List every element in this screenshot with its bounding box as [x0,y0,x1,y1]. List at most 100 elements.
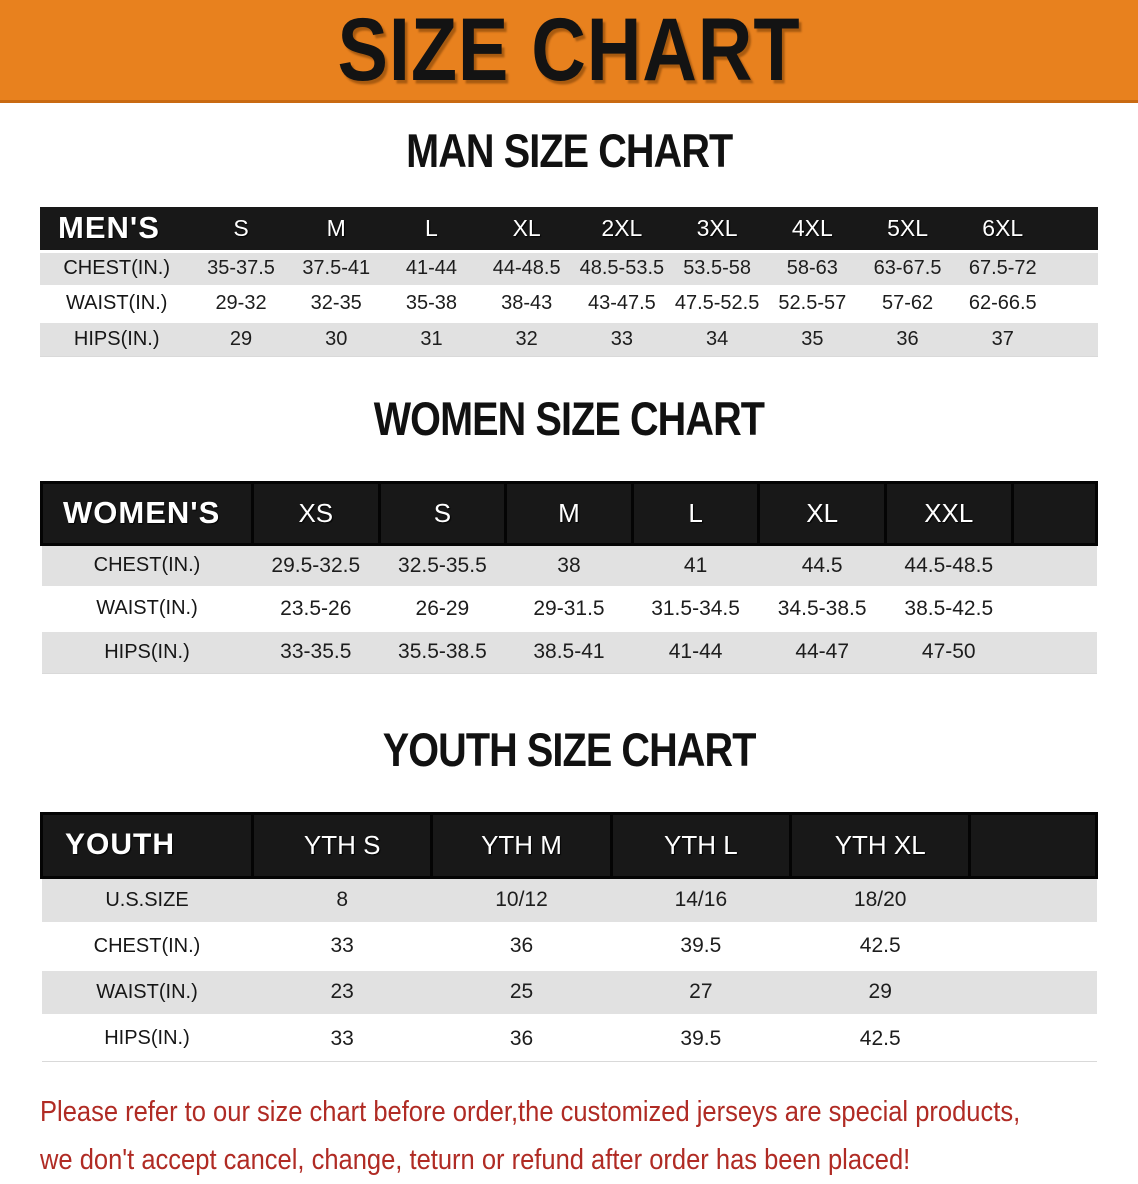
size-value-cell: 35-38 [383,284,480,321]
row-label: HIPS(IN.) [41,628,253,673]
size-value-cell: 33 [252,921,432,969]
size-value-cell: 35.5-38.5 [379,628,506,673]
women-section-title-text: WOMEN SIZE CHART [373,392,765,446]
column-header: YTH S [250,811,434,879]
column-header: 2XL [574,207,670,251]
column-header: M [504,480,634,546]
header-filler [1012,480,1099,546]
table-header-row: WOMEN'S XS S M L XL XXL [40,480,1099,546]
table-row: WAIST(IN.) 23.5-26 26-29 29-31.5 31.5-34.5 34… [41,585,1097,630]
womens-size-table: WOMEN'S XS S M L XL XXL CHEST(IN.) 29.5-32.5 32.5… [40,480,1099,674]
size-value-cell: 42.5 [790,921,970,969]
size-value-cell: 36 [431,1013,612,1061]
youth-section-title: YOUTH SIZE CHART [0,723,1138,786]
column-header: S [377,480,508,546]
column-header: YTH M [430,811,613,879]
size-value-cell: 36 [859,319,956,356]
youth-section-title-text: YOUTH SIZE CHART [382,723,757,777]
size-value-cell: 25 [431,967,612,1015]
size-value-cell: 14/16 [611,875,791,923]
youth-table-wrap: YOUTH YTH S YTH M YTH L YTH XL U.S.SIZE 8 10/12… [40,811,1098,1062]
row-filler [1012,628,1097,673]
size-value-cell: 31 [383,319,480,356]
size-value-cell: 44.5 [758,542,886,587]
size-value-cell: 42.5 [790,1013,970,1061]
size-value-cell: 29.5-32.5 [252,542,380,587]
size-value-cell: 29 [193,319,289,356]
size-value-cell: 38.5-41 [505,628,633,673]
table-row: WAIST(IN.) 29-32 32-35 35-38 38-43 43-47.5 47.… [40,284,1098,321]
size-value-cell: 27 [611,967,791,1015]
column-header: YTH XL [789,811,972,879]
row-filler [1012,542,1097,587]
size-value-cell: 35-37.5 [193,249,289,286]
size-value-cell: 34.5-38.5 [758,585,886,630]
size-value-cell: 37.5-41 [288,249,384,286]
column-header: XS [251,480,381,546]
size-value-cell: 29-31.5 [505,585,633,630]
column-header: L [630,480,761,546]
mens-table-wrap: MEN'S S M L XL 2XL 3XL 4XL 5XL 6XL CHEST(IN.) 35-37… [40,207,1098,357]
column-header: 3XL [669,207,765,251]
size-value-cell: 31.5-34.5 [632,585,759,630]
column-header: 4XL [764,207,860,251]
size-value-cell: 29 [790,967,970,1015]
table-row: CHEST(IN.) 35-37.5 37.5-41 41-44 44-48.5 48.5… [40,249,1098,286]
man-section-title-text: MAN SIZE CHART [405,125,733,178]
disclaimer-line-2: we don't accept cancel, change, teturn o… [40,1143,911,1176]
youth-size-table: YOUTH YTH S YTH M YTH L YTH XL U.S.SIZE 8 10/12… [40,811,1098,1062]
table-header-row: YOUTH YTH S YTH M YTH L YTH XL [40,811,1098,879]
table-row: WAIST(IN.) 23 25 27 29 [41,967,1097,1015]
size-value-cell: 35 [764,319,860,356]
row-filler [1050,319,1098,356]
size-value-cell: 57-62 [859,284,956,321]
size-value-cell: 37 [955,319,1051,356]
table-row: U.S.SIZE 8 10/12 14/16 18/20 [41,875,1097,923]
mens-size-table: MEN'S S M L XL 2XL 3XL 4XL 5XL 6XL CHEST(IN.) 35-37… [40,207,1098,357]
size-value-cell: 38.5-42.5 [885,585,1013,630]
table-group-label: WOMEN'S [40,480,254,546]
size-chart-banner: SIZE CHART [0,0,1138,103]
size-value-cell: 23.5-26 [252,585,380,630]
size-value-cell: 44-48.5 [479,249,575,286]
size-value-cell: 23 [252,967,432,1015]
size-value-cell: 18/20 [790,875,970,923]
size-value-cell: 41-44 [632,628,759,673]
size-value-cell: 63-67.5 [859,249,956,286]
row-filler [969,875,1097,923]
size-value-cell: 39.5 [611,921,791,969]
womens-table-wrap: WOMEN'S XS S M L XL XXL CHEST(IN.) 29.5-32.5 32.5… [40,480,1099,674]
row-label: HIPS(IN.) [40,319,194,356]
man-section-title: MAN SIZE CHART [0,125,1138,187]
size-value-cell: 52.5-57 [764,284,860,321]
table-row: HIPS(IN.) 29 30 31 32 33 34 35 36 37 [40,319,1098,356]
size-value-cell: 8 [252,875,432,923]
row-filler [1012,585,1097,630]
row-filler [1050,249,1098,286]
disclaimer-line-1: Please refer to our size chart before or… [40,1095,1021,1128]
table-row: CHEST(IN.) 29.5-32.5 32.5-35.5 38 41 44.5 44.5… [41,542,1097,587]
table-header-row: MEN'S S M L XL 2XL 3XL 4XL 5XL 6XL [40,207,1098,251]
row-filler [1050,284,1098,321]
row-label: WAIST(IN.) [41,585,253,630]
size-value-cell: 34 [669,319,765,356]
size-value-cell: 48.5-53.5 [574,249,670,286]
size-value-cell: 44-47 [758,628,886,673]
row-label: CHEST(IN.) [41,921,253,969]
column-header: M [288,207,384,251]
size-value-cell: 47.5-52.5 [669,284,765,321]
row-label: U.S.SIZE [41,875,253,923]
size-value-cell: 26-29 [379,585,506,630]
size-value-cell: 10/12 [431,875,612,923]
size-value-cell: 58-63 [764,249,860,286]
table-row: HIPS(IN.) 33-35.5 35.5-38.5 38.5-41 41-44 44-… [41,628,1097,673]
table-row: CHEST(IN.) 33 36 39.5 42.5 [41,921,1097,969]
disclaimer: Please refer to our size chart before or… [40,1088,1138,1184]
size-value-cell: 29-32 [193,284,289,321]
column-header: YTH L [609,811,793,879]
size-value-cell: 38-43 [479,284,575,321]
size-value-cell: 33 [574,319,670,356]
size-value-cell: 32 [479,319,575,356]
size-value-cell: 44.5-48.5 [885,542,1013,587]
size-value-cell: 36 [431,921,612,969]
